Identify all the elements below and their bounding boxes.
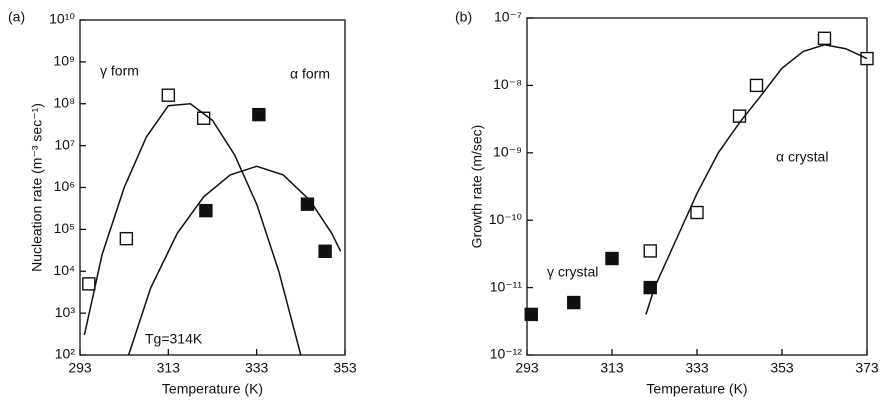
y-tick-label: 10⁹ [53,53,75,69]
data-point [690,205,704,220]
y-tick-label: 10⁻⁸ [493,76,522,92]
y-tick-label: 10⁴ [53,262,75,278]
fit-curve [127,165,342,356]
x-axis-label: Temperature (K) [646,381,747,397]
y-tick-label: 10⁻⁷ [494,9,522,25]
y-axis-label: Growth rate (m/sec) [469,125,485,249]
y-tick-label: 10⁷ [54,136,75,152]
data-point [749,78,764,93]
annotation: α crystal [776,149,828,165]
y-tick-label: 10⁸ [54,94,76,110]
data-point [252,107,266,122]
annotation: α form [290,66,330,82]
annotation: γ crystal [547,264,598,280]
y-tick-label: 10⁶ [54,178,75,194]
data-point [817,31,832,45]
x-tick-label: 353 [333,360,357,376]
x-tick-label: 293 [515,360,539,376]
annotation: Tg=314K [145,331,203,347]
data-point [161,88,176,102]
y-tick-label: 10³ [55,304,76,320]
data-point [524,307,538,322]
fit-curve [83,103,302,356]
x-tick-label: 313 [157,360,181,376]
data-point [119,231,134,246]
x-tick-label: 373 [855,360,879,376]
y-tick-label: 10² [55,346,76,362]
y-tick-label: 10⁵ [54,220,75,236]
y-tick-label: 10⁻¹² [490,346,523,362]
data-point [318,244,332,258]
panel-label: (a) [8,9,25,25]
y-tick-label: 10⁻¹¹ [490,278,523,294]
data-point [82,277,96,291]
x-tick-label: 293 [68,360,92,376]
y-tick-label: 10⁻¹⁰ [489,211,523,227]
data-point [732,109,747,123]
x-tick-label: 333 [685,360,709,376]
x-tick-label: 313 [600,360,624,376]
y-axis-label: Nucleation rate (m⁻³ sec⁻¹) [29,103,45,272]
data-point [567,295,581,310]
fit-curve [645,44,868,315]
y-tick-label: 10¹⁰ [49,11,75,27]
annotation: γ form [100,63,139,79]
x-axis-label: Temperature (K) [162,381,263,397]
data-point [605,251,619,266]
data-point [643,244,657,258]
panel-label: (b) [455,9,472,25]
x-tick-label: 353 [770,360,794,376]
x-tick-label: 333 [245,360,269,376]
y-tick-label: 10⁻⁹ [493,144,522,160]
data-point [199,203,213,218]
